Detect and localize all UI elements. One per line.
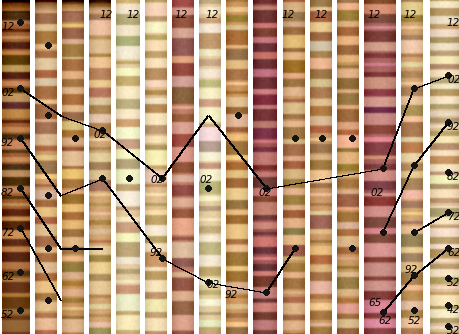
Text: 72: 72	[446, 212, 459, 222]
Text: 02: 02	[446, 75, 459, 85]
Text: 12: 12	[206, 10, 219, 20]
Text: 12: 12	[127, 10, 140, 20]
Text: 02: 02	[150, 175, 163, 185]
Text: 42: 42	[446, 305, 459, 315]
Text: 02: 02	[369, 188, 382, 198]
Text: 52: 52	[1, 310, 14, 320]
Text: 52: 52	[446, 278, 459, 288]
Text: 12: 12	[446, 18, 459, 28]
Text: 65: 65	[367, 298, 381, 308]
Text: 52: 52	[407, 316, 420, 326]
Text: 02: 02	[93, 130, 106, 140]
Text: 12: 12	[281, 10, 295, 20]
Text: 12: 12	[1, 22, 14, 32]
Text: 62: 62	[377, 316, 391, 326]
Text: 82: 82	[446, 172, 459, 182]
Text: 62: 62	[1, 272, 14, 282]
Text: 02: 02	[257, 188, 271, 198]
Text: 12: 12	[174, 10, 188, 20]
Text: 92: 92	[404, 265, 417, 275]
Text: 12: 12	[367, 10, 381, 20]
Text: 12: 12	[100, 10, 113, 20]
Text: 92: 92	[150, 248, 163, 258]
Text: 92: 92	[1, 138, 14, 148]
Text: 32: 32	[446, 326, 459, 334]
Text: 02: 02	[1, 88, 14, 98]
Text: 12: 12	[314, 10, 328, 20]
Text: 02: 02	[199, 175, 212, 185]
Text: 72: 72	[1, 228, 14, 238]
Text: 12: 12	[403, 10, 416, 20]
Text: 92: 92	[224, 290, 238, 300]
Text: 62: 62	[446, 248, 459, 258]
Text: 92: 92	[446, 122, 459, 132]
Text: 82: 82	[1, 188, 14, 198]
Text: 02: 02	[206, 280, 219, 290]
